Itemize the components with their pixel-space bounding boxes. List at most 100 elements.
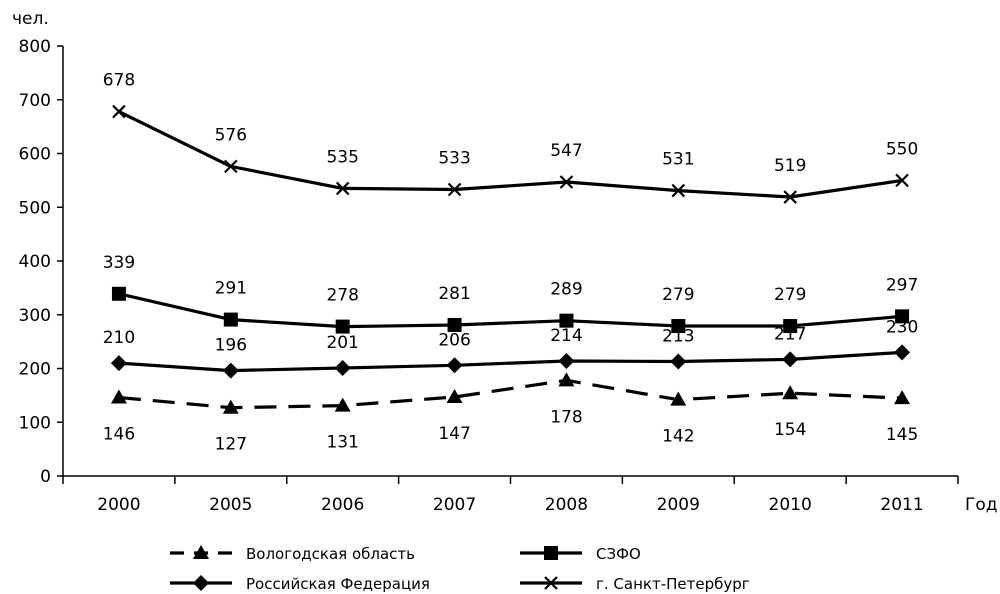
data-label: 217 (774, 324, 806, 344)
series-line-1 (118, 378, 903, 410)
data-point-marker (335, 319, 350, 334)
data-point-marker (782, 385, 799, 400)
data-point-marker (670, 353, 687, 370)
x-tick-label: 2010 (769, 495, 812, 515)
data-labels: 146 127 131 147 178 142 154 145 339 291 278 281 289 2… (103, 71, 919, 455)
data-point-marker (894, 390, 911, 405)
data-label: 289 (550, 280, 582, 300)
y-axis-title: чел. (12, 9, 49, 29)
data-point-marker (111, 286, 126, 301)
y-tick-label: 700 (19, 91, 51, 111)
x-tick-label: 2005 (209, 495, 252, 515)
y-tick-label: 800 (19, 37, 51, 57)
x-tick-label: 2000 (97, 495, 140, 515)
x-tick-label: 2006 (321, 495, 364, 515)
legend-label: г. Санкт-Петербург (596, 575, 750, 593)
x-axis-title: Год (965, 495, 998, 515)
data-point-marker (334, 397, 351, 412)
data-label: 547 (550, 141, 582, 161)
legend-marker (193, 575, 209, 591)
y-tick-label: 200 (19, 360, 51, 380)
axis-ticks: 0 100 200 300 400 500 600 700 800 2000 2005 2006 200… (19, 37, 959, 515)
data-label: 535 (326, 147, 358, 167)
data-label: 550 (886, 139, 918, 159)
y-tick-label: 100 (19, 413, 51, 433)
data-point-marker (894, 344, 911, 361)
data-label: 230 (886, 317, 918, 337)
data-point-marker (112, 104, 126, 119)
data-point-marker (671, 319, 686, 334)
data-label: 576 (215, 125, 247, 145)
data-label: 131 (326, 433, 358, 453)
data-label: 278 (326, 286, 358, 306)
data-label: 214 (550, 326, 582, 346)
legend-item: СЗФО (520, 545, 641, 563)
data-label: 142 (662, 427, 694, 447)
data-point-marker (223, 312, 238, 327)
data-label: 210 (103, 328, 135, 348)
data-point-marker (671, 183, 686, 198)
legend-label: СЗФО (596, 545, 641, 563)
data-point-marker (782, 351, 799, 368)
data-label: 147 (438, 424, 470, 444)
series-group (110, 104, 911, 414)
data-label: 146 (103, 425, 135, 445)
data-point-marker (446, 357, 463, 374)
series-line-4 (118, 110, 903, 199)
y-tick-label: 600 (19, 145, 51, 165)
data-label: 291 (215, 279, 247, 299)
data-label: 533 (438, 149, 470, 169)
legend-label: Вологодская область (246, 545, 415, 563)
legend-item: Российская Федерация (170, 575, 430, 593)
legend-label: Российская Федерация (246, 575, 430, 593)
data-point-marker (895, 173, 909, 188)
data-label: 297 (886, 275, 918, 295)
data-label: 678 (103, 71, 135, 91)
data-label: 201 (326, 333, 358, 353)
data-label: 213 (662, 327, 694, 347)
data-point-marker (446, 388, 463, 403)
data-point-marker (447, 182, 462, 197)
data-label: 145 (886, 425, 918, 445)
axes: чел. Год (12, 9, 998, 515)
legend-marker (193, 545, 209, 559)
y-tick-label: 300 (19, 306, 51, 326)
data-label: 339 (103, 253, 135, 273)
x-tick-label: 2008 (545, 495, 588, 515)
data-point-marker (559, 313, 574, 328)
data-point-marker (895, 309, 910, 324)
data-label: 281 (438, 284, 470, 304)
y-tick-label: 0 (40, 467, 51, 487)
legend-marker (544, 576, 558, 590)
data-point-marker (558, 372, 575, 387)
x-tick-label: 2011 (880, 495, 923, 515)
data-point-marker (110, 389, 127, 404)
legend-item: г. Санкт-Петербург (520, 575, 750, 593)
y-tick-label: 400 (19, 252, 51, 272)
data-point-marker (559, 175, 574, 189)
data-label: 127 (215, 435, 247, 455)
data-label: 196 (215, 336, 247, 356)
legend-item: Вологодская область (170, 545, 415, 563)
data-point-marker (224, 159, 238, 174)
series-line-2 (118, 292, 903, 329)
data-label: 206 (438, 330, 470, 350)
legend-marker (544, 546, 558, 560)
data-point-marker (670, 391, 687, 406)
data-label: 178 (550, 407, 582, 427)
data-point-marker (335, 181, 350, 196)
data-point-marker (222, 362, 239, 379)
data-point-marker (783, 319, 798, 334)
data-label: 279 (662, 285, 694, 305)
data-point-marker (783, 190, 797, 204)
data-label: 279 (774, 285, 806, 305)
data-point-marker (558, 352, 575, 369)
x-tick-label: 2009 (657, 495, 700, 515)
data-label: 531 (662, 150, 694, 170)
data-point-marker (447, 317, 462, 332)
data-point-marker (110, 355, 127, 372)
data-label: 519 (774, 156, 806, 176)
data-point-marker (222, 399, 239, 414)
y-tick-label: 500 (19, 198, 51, 218)
